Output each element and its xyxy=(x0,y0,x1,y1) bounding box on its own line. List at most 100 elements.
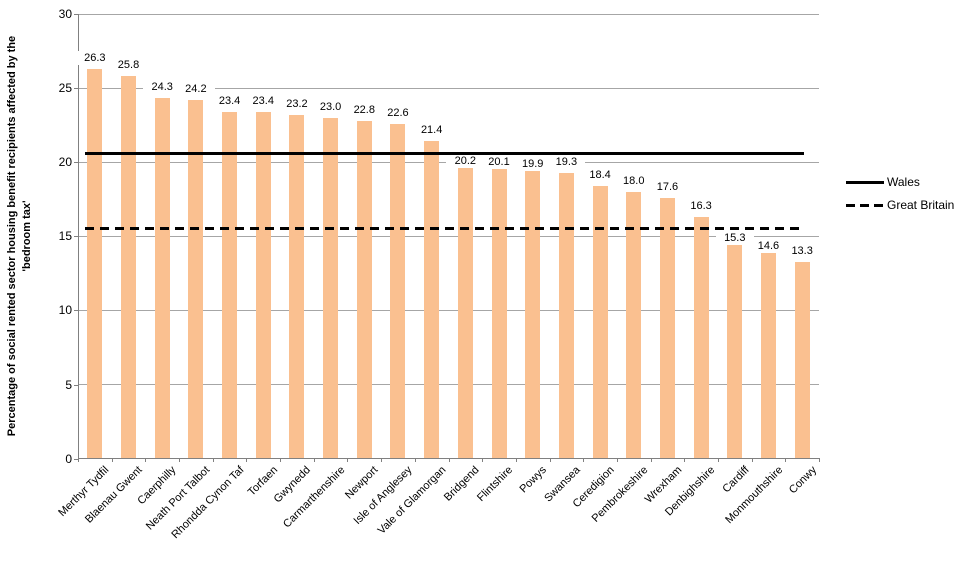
x-tick-mark-3 xyxy=(179,458,181,462)
bar-ceredigion xyxy=(592,185,608,459)
x-tick-mark-19 xyxy=(717,458,719,462)
value-label-12: 20.1 xyxy=(480,155,519,169)
legend-item-great-britain: Great Britain xyxy=(846,197,954,213)
y-tick-label-30: 30 xyxy=(58,7,72,21)
value-label-18: 16.3 xyxy=(682,199,721,214)
x-tick-mark-15 xyxy=(583,458,585,462)
x-tick-mark-1 xyxy=(111,458,113,462)
gridline-30 xyxy=(78,13,819,15)
value-label-8: 22.8 xyxy=(345,102,384,117)
y-tick-mark-15 xyxy=(74,236,79,238)
bar-rhondda-cynon-taf xyxy=(222,111,238,459)
wales-solid-line-icon xyxy=(846,180,884,184)
value-label-15: 18.4 xyxy=(581,167,620,182)
y-axis-title-line1: Percentage of social rented sector housi… xyxy=(6,35,18,437)
y-tick-mark-5 xyxy=(74,384,79,386)
value-label-0: 26.3 xyxy=(75,50,114,65)
value-label-10: 21.4 xyxy=(412,123,451,138)
reference-line-great-britain xyxy=(85,227,804,231)
x-label-bridgend: Bridgend xyxy=(442,464,482,504)
value-label-9: 22.6 xyxy=(378,105,417,120)
legend: Wales Great Britain xyxy=(846,174,954,220)
x-tick-mark-6 xyxy=(280,458,282,462)
x-tick-mark-17 xyxy=(650,458,652,462)
y-tick-mark-25 xyxy=(74,88,79,90)
x-tick-mark-13 xyxy=(515,458,517,462)
x-label-cardiff: Cardiff xyxy=(720,464,752,496)
bar-flintshire xyxy=(491,160,507,459)
x-axis-line xyxy=(78,458,819,459)
bar-powys xyxy=(525,163,541,459)
bar-newport xyxy=(356,120,372,459)
value-label-6: 23.2 xyxy=(277,96,316,111)
bar-wrexham xyxy=(659,197,675,459)
x-tick-mark-12 xyxy=(482,458,484,462)
x-label-flintshire: Flintshire xyxy=(475,464,516,505)
x-tick-mark-2 xyxy=(145,458,147,462)
bar-vale-of-glamorgan xyxy=(424,141,440,459)
value-label-7: 23.0 xyxy=(311,99,350,114)
value-label-13: 19.9 xyxy=(513,157,552,171)
x-tick-mark-10 xyxy=(414,458,416,462)
y-axis-line xyxy=(78,14,79,459)
bar-isle-of-anglesey xyxy=(390,123,406,459)
x-tick-mark-11 xyxy=(448,458,450,462)
legend-label-wales: Wales xyxy=(887,174,920,189)
great-britain-dashed-line-icon xyxy=(846,203,884,207)
x-tick-mark-5 xyxy=(246,458,248,462)
bar-conwy xyxy=(794,261,810,459)
y-tick-mark-30 xyxy=(74,14,79,15)
x-tick-mark-16 xyxy=(616,458,618,462)
bar-blaenau-gwent xyxy=(121,76,137,459)
value-label-16: 18.0 xyxy=(614,173,653,188)
bar-cardiff xyxy=(727,231,743,459)
gridline-25 xyxy=(78,87,819,89)
y-tick-label-20: 20 xyxy=(58,155,72,170)
value-label-19: 15.3 xyxy=(715,231,754,245)
x-tick-mark-4 xyxy=(212,458,214,462)
y-axis-title: Percentage of social rented sector housi… xyxy=(5,11,35,461)
reference-line-wales xyxy=(85,151,804,155)
x-tick-mark-22 xyxy=(819,458,820,462)
gridline-15 xyxy=(78,235,819,237)
bar-denbighshire xyxy=(693,217,709,459)
x-tick-mark-8 xyxy=(347,458,349,462)
y-tick-label-0: 0 xyxy=(65,451,72,466)
value-label-4: 23.4 xyxy=(210,93,249,108)
x-tick-mark-9 xyxy=(381,458,383,462)
y-tick-label-5: 5 xyxy=(65,377,72,392)
x-label-conwy: Conwy xyxy=(786,464,819,497)
bar-neath-port-talbot xyxy=(188,99,204,459)
value-label-20: 14.6 xyxy=(749,239,788,253)
x-tick-mark-18 xyxy=(684,458,686,462)
x-tick-mark-0 xyxy=(78,458,79,462)
value-label-14: 19.3 xyxy=(547,154,586,169)
y-axis-title-line2: 'bedroom tax' xyxy=(21,200,33,272)
y-tick-label-10: 10 xyxy=(58,303,72,318)
bar-caerphilly xyxy=(154,98,170,459)
x-tick-mark-7 xyxy=(313,458,315,462)
bar-bridgend xyxy=(457,159,473,459)
y-tick-mark-10 xyxy=(74,310,79,312)
x-tick-mark-21 xyxy=(785,458,787,462)
gridline-5 xyxy=(78,384,819,386)
bar-swansea xyxy=(558,172,574,459)
value-label-5: 23.4 xyxy=(244,93,283,108)
gridline-10 xyxy=(78,309,819,311)
y-tick-mark-20 xyxy=(74,162,79,164)
bar-carmarthenshire xyxy=(323,117,339,459)
y-tick-mark-0 xyxy=(74,458,79,460)
legend-item-wales: Wales xyxy=(846,174,954,190)
value-label-3: 24.2 xyxy=(176,81,215,96)
value-label-21: 13.3 xyxy=(783,243,822,258)
y-tick-label-25: 25 xyxy=(58,81,72,96)
bar-torfaen xyxy=(255,111,271,459)
y-tick-label-15: 15 xyxy=(58,229,72,244)
value-label-11: 20.2 xyxy=(446,154,485,168)
x-tick-mark-20 xyxy=(751,458,753,462)
bar-pembrokeshire xyxy=(626,191,642,459)
x-label-carmarthenshire: Carmarthenshire xyxy=(280,464,348,531)
value-label-2: 24.3 xyxy=(143,80,182,95)
value-label-17: 17.6 xyxy=(648,179,687,194)
